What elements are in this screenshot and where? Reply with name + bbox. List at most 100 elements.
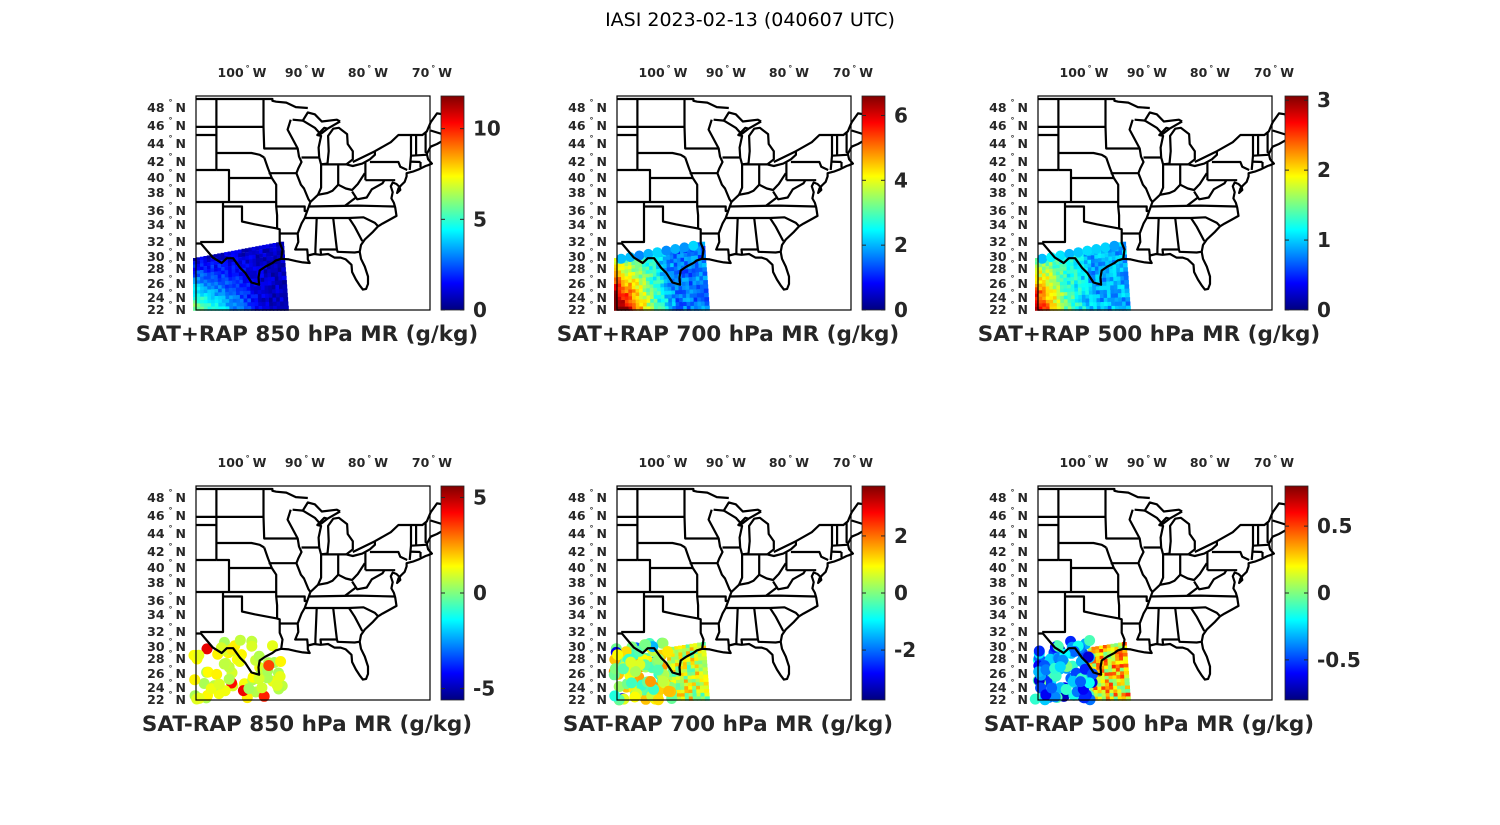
border-line — [739, 547, 749, 556]
swath-cell — [642, 270, 647, 275]
swath-cell — [698, 667, 704, 672]
swath-cell — [254, 298, 260, 303]
swath-cell — [1102, 273, 1107, 279]
border-line — [730, 562, 787, 593]
swath-cell — [1116, 675, 1122, 680]
border-line — [1105, 157, 1120, 202]
swath-cell — [670, 263, 675, 268]
swath-cell — [1105, 686, 1111, 691]
swath-cell — [652, 265, 658, 270]
border-line — [1190, 607, 1206, 632]
swath-cell — [667, 290, 673, 296]
border-line — [723, 119, 762, 136]
swath-cell — [249, 271, 254, 276]
lat-tick-label: 38 ° N — [568, 183, 607, 200]
swath-cell — [1086, 306, 1091, 311]
colorbar-tick-label: 4 — [894, 168, 908, 192]
swath-cell — [688, 682, 693, 687]
swath-cell — [225, 288, 230, 293]
swath-cell — [1045, 293, 1051, 298]
border-line — [713, 501, 762, 513]
swath-cell — [1111, 657, 1117, 662]
lon-tick-label: 80 ° W — [769, 64, 809, 80]
swath-cell — [683, 669, 689, 673]
swath-cell — [659, 260, 664, 265]
swath-cell — [238, 253, 243, 258]
swath-cell — [1114, 650, 1120, 655]
lat-tick-label: 38 ° N — [568, 573, 607, 590]
border-line — [263, 547, 278, 592]
swath-cell — [207, 272, 212, 277]
map-panel: 100 ° W 90 ° W 80 ° W 70 ° W48 ° N46 ° N44 ° N42 ° N40 ° N38 °… — [136, 64, 501, 347]
swath-cell — [687, 672, 693, 677]
swath-cell — [635, 303, 641, 308]
swath-cell — [235, 276, 240, 281]
swath-cell — [196, 270, 201, 275]
swath-cell — [1060, 295, 1065, 301]
colorbar-tick-label: 3 — [1317, 88, 1331, 112]
swath-cell — [1114, 297, 1120, 303]
swath-cell — [628, 289, 633, 294]
swath-cell — [686, 305, 692, 311]
swath-cell — [1093, 696, 1099, 701]
swath-cell — [214, 282, 219, 286]
border-line — [730, 172, 787, 203]
swath-cell — [687, 668, 693, 673]
border-line — [326, 516, 354, 556]
swath-cell — [661, 298, 666, 304]
swath-cell — [702, 275, 708, 281]
swath-cell — [1074, 298, 1080, 304]
swath-cell — [264, 289, 270, 295]
border-line — [216, 151, 265, 159]
swath-cell — [210, 278, 216, 283]
border-line — [1266, 522, 1270, 544]
swath-cell — [231, 269, 237, 274]
swath-cell — [1049, 286, 1054, 291]
swath-cell — [1106, 644, 1112, 649]
swath-cell — [638, 264, 643, 268]
swath-cell — [681, 277, 687, 283]
swath-cell — [696, 289, 702, 294]
swath-cell — [249, 259, 254, 264]
swath-cell — [1056, 275, 1061, 279]
swath-cell — [1092, 298, 1098, 303]
footprint — [205, 683, 217, 695]
swath-cell — [221, 281, 226, 286]
swath-cell — [218, 285, 223, 290]
swath-cell — [1124, 280, 1129, 285]
swath-cell — [699, 671, 705, 676]
swath-cell — [1110, 293, 1116, 299]
footprint — [616, 253, 627, 264]
footprint — [1100, 242, 1111, 253]
swath-cell — [232, 280, 237, 285]
swath-cell — [253, 278, 259, 283]
swath-cell — [1067, 302, 1073, 308]
swath-cell — [229, 306, 234, 311]
lon-tick-label: 70 ° W — [833, 454, 873, 470]
swath-cell — [207, 265, 212, 270]
swath-cell — [221, 288, 227, 293]
swath-cell — [617, 290, 622, 295]
footprint — [1054, 661, 1066, 673]
lat-tick-label: 24 ° N — [147, 678, 186, 695]
border-line — [735, 607, 739, 644]
swath-cell — [674, 652, 680, 657]
swath-cell — [697, 649, 703, 654]
swath-cell — [703, 678, 709, 683]
swath-cell — [1115, 660, 1121, 665]
lon-tick-label: 80 ° W — [769, 454, 809, 470]
swath-cell — [210, 272, 215, 276]
swath-cell — [628, 299, 633, 304]
border-line — [369, 160, 408, 171]
colorbar-tick-label: 6 — [894, 103, 908, 127]
swath-cell — [193, 293, 198, 298]
swath-cell — [1063, 267, 1068, 271]
swath-cell — [1049, 279, 1054, 284]
swath-cell — [670, 653, 676, 658]
swath-cell — [694, 305, 699, 311]
swath-cell — [242, 260, 247, 265]
border-line — [314, 607, 318, 644]
swath-cell — [1052, 261, 1057, 266]
swath-cell — [235, 272, 240, 277]
lat-tick-label: 32 ° N — [147, 232, 186, 249]
